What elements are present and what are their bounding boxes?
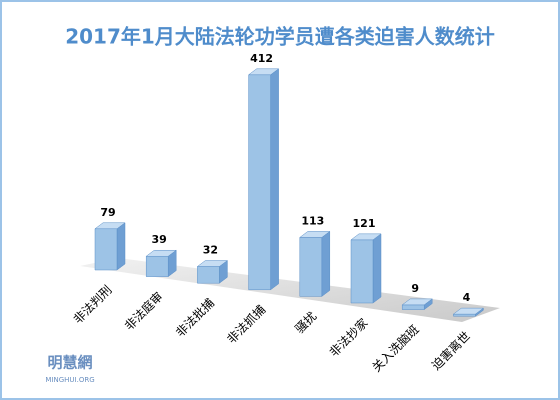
- bar-top: [452, 307, 485, 315]
- bar-top: [145, 249, 177, 257]
- data-label: 412: [250, 52, 273, 65]
- bar-front: [197, 266, 220, 284]
- bar-top: [247, 68, 280, 76]
- watermark-sub: MINGHUI.ORG: [45, 376, 94, 384]
- bar-front: [453, 313, 476, 317]
- bar-side: [321, 230, 331, 297]
- data-label: 113: [301, 214, 324, 227]
- bar-top: [299, 231, 331, 238]
- data-label: 121: [353, 217, 376, 230]
- bar-side: [116, 222, 126, 271]
- bar-front: [350, 239, 374, 304]
- bar: [299, 230, 331, 297]
- bar-top: [94, 222, 126, 230]
- data-label: 4: [463, 291, 471, 304]
- bar: [247, 68, 280, 291]
- bar-top: [401, 298, 433, 306]
- bar-side: [270, 68, 279, 291]
- bar-front: [145, 255, 169, 277]
- data-label: 32: [203, 244, 218, 257]
- bar-top: [350, 233, 382, 241]
- bar: [350, 233, 382, 304]
- bar-front: [248, 74, 271, 291]
- data-label: 79: [100, 206, 115, 219]
- bar: [145, 249, 177, 278]
- chart-title: 2017年1月大陆法轮功学员遭各类迫害人数统计: [65, 25, 495, 49]
- floor: [80, 258, 500, 322]
- bar-front: [299, 237, 323, 297]
- bar-side: [372, 233, 382, 304]
- bar-top: [196, 260, 229, 267]
- bar: [196, 260, 229, 284]
- bar: [401, 298, 433, 311]
- watermark: 明慧網: [47, 354, 92, 372]
- data-label: 9: [411, 282, 419, 295]
- bar: [94, 222, 126, 271]
- bar-front: [401, 304, 425, 310]
- bar: [452, 307, 485, 317]
- bar-front: [94, 228, 118, 271]
- data-label: 39: [152, 233, 167, 246]
